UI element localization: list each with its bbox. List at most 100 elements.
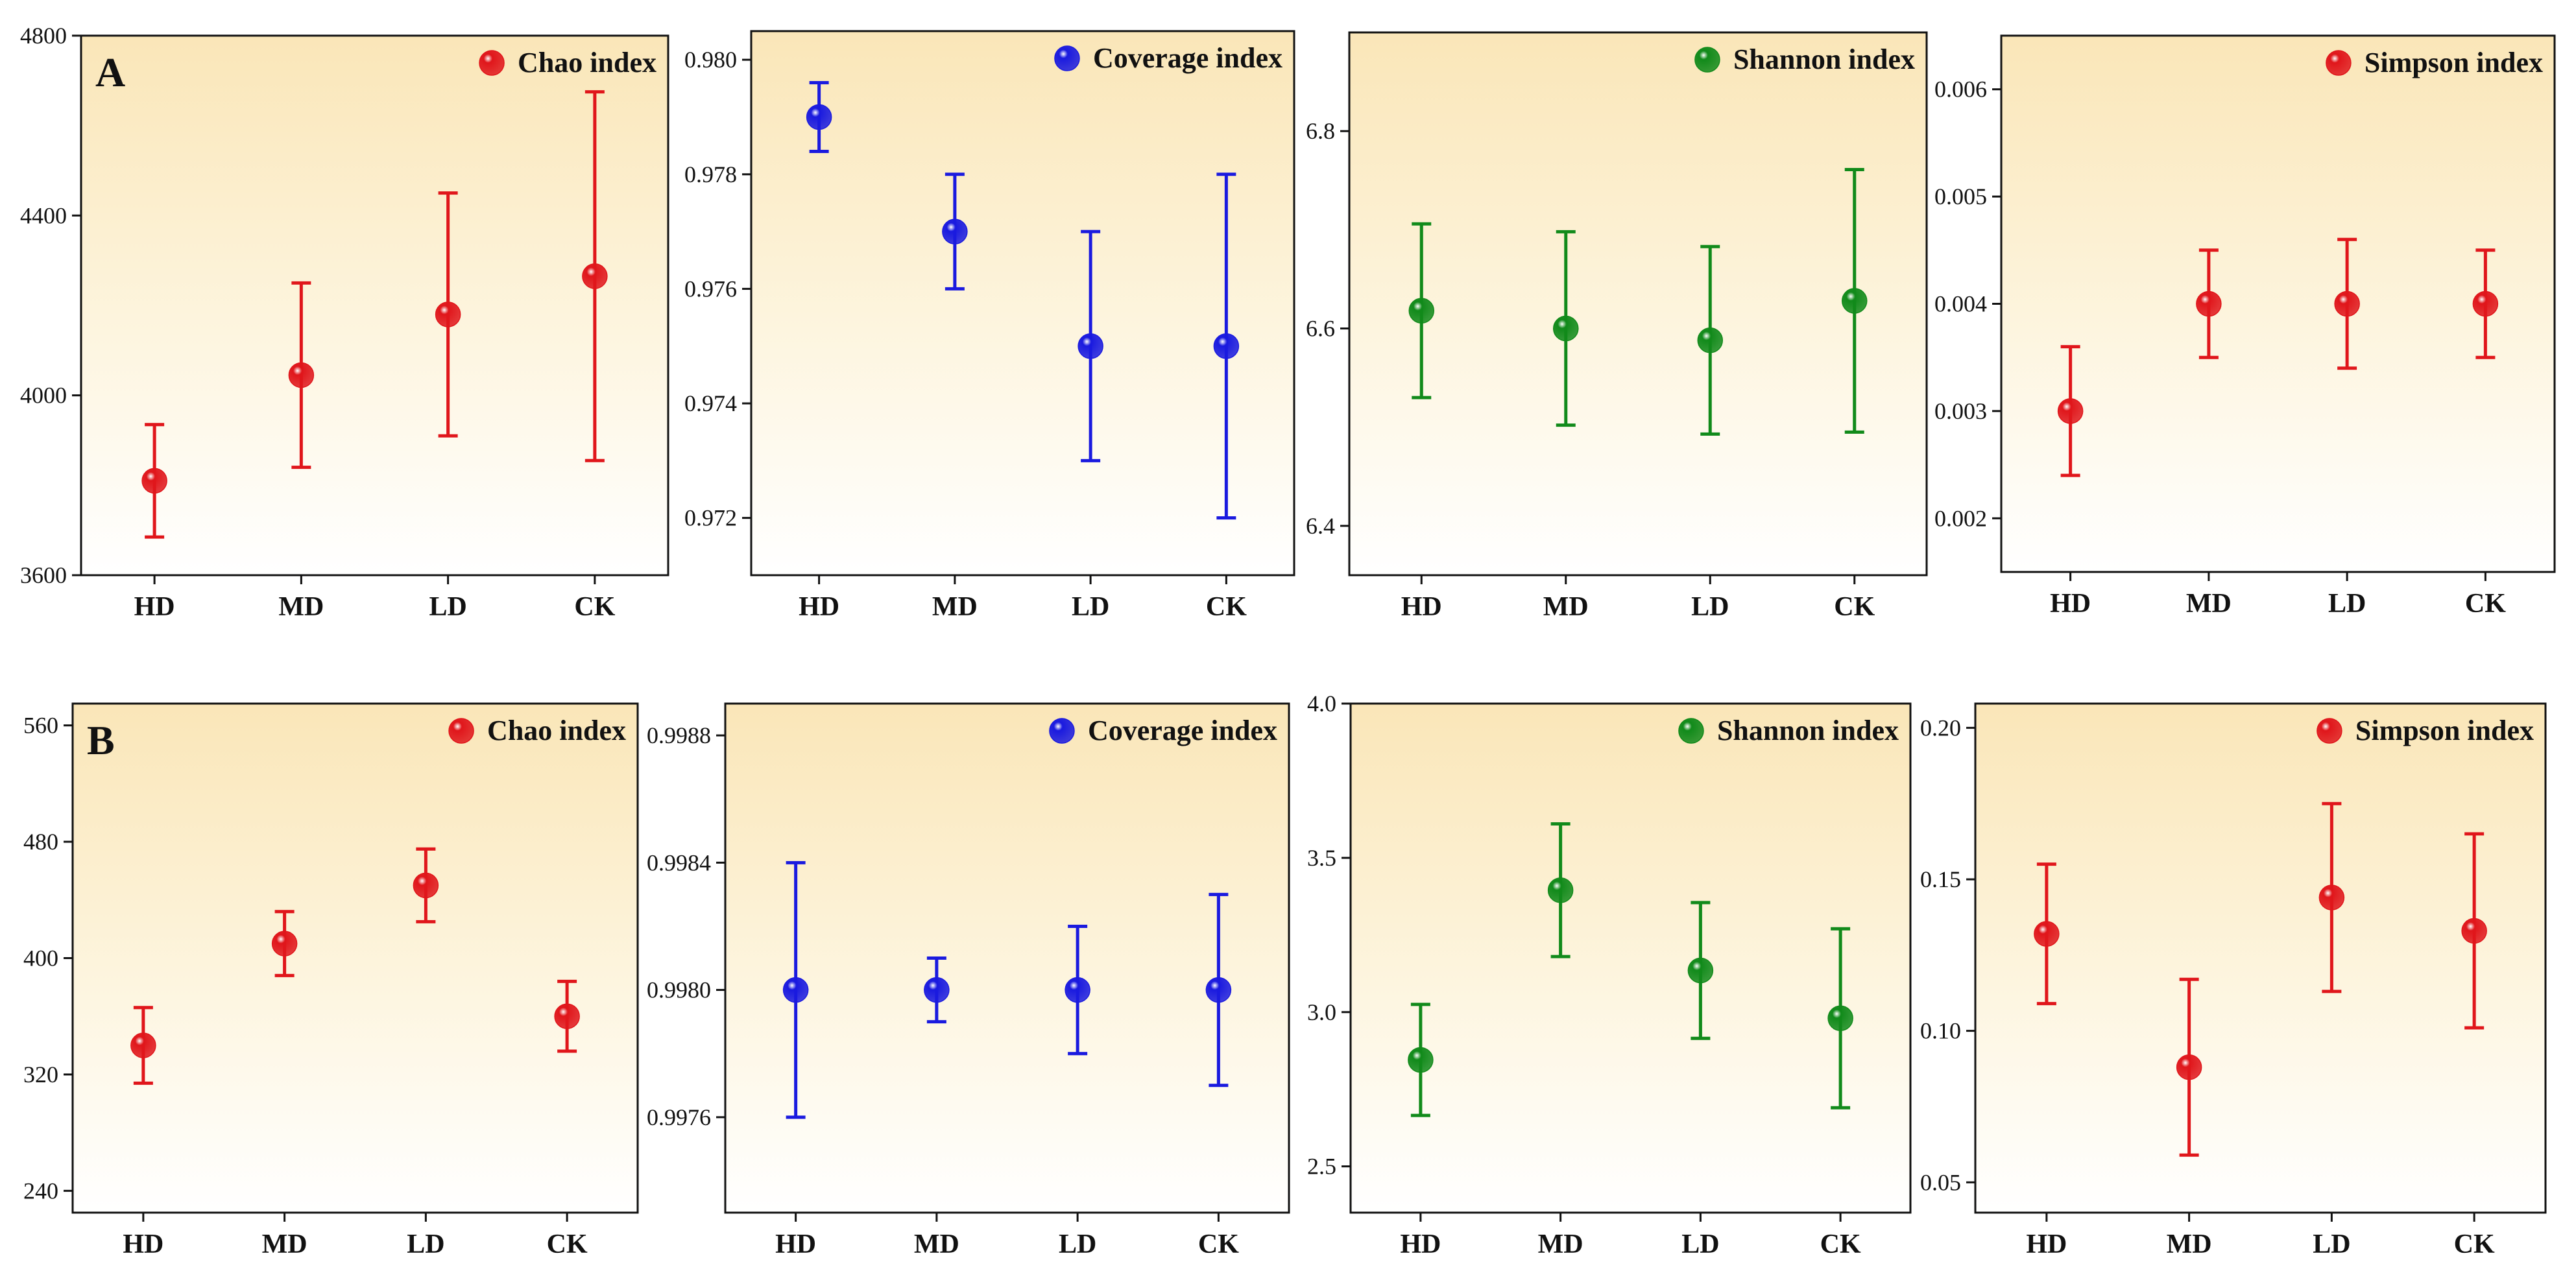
- x-tick-label: CK: [574, 592, 615, 622]
- legend-label: Simpson index: [2355, 715, 2534, 746]
- x-tick-label: HD: [775, 1229, 816, 1259]
- legend-marker: [1049, 718, 1075, 744]
- data-point: [1547, 877, 1574, 903]
- data-point: [1065, 977, 1090, 1003]
- y-tick-label: 0.004: [1934, 291, 1987, 317]
- x-tick-label: CK: [1820, 1229, 1861, 1259]
- legend-label: Chao index: [518, 47, 656, 78]
- x-tick-label: HD: [799, 592, 839, 622]
- data-point: [924, 977, 950, 1003]
- data-point: [782, 977, 809, 1003]
- data-point: [1827, 1005, 1853, 1032]
- data-point: [2034, 921, 2060, 947]
- data-point: [2334, 291, 2360, 317]
- y-tick-label: 4.0: [1307, 691, 1336, 717]
- y-tick-label: 6.6: [1306, 316, 1335, 342]
- y-tick-label: 3600: [20, 562, 67, 588]
- y-tick-label: 480: [23, 829, 58, 855]
- x-tick-label: MD: [262, 1229, 307, 1259]
- panel-letter: A: [95, 49, 125, 95]
- y-tick-label: 0.9976: [647, 1104, 711, 1130]
- data-point: [2196, 291, 2222, 317]
- legend-label: Coverage index: [1088, 715, 1277, 746]
- data-point: [130, 1032, 156, 1058]
- data-point: [1687, 957, 1714, 984]
- x-tick-label: MD: [2186, 589, 2232, 619]
- y-tick-label: 0.976: [684, 276, 737, 302]
- y-tick-label: 0.972: [684, 505, 737, 531]
- y-tick-label: 0.9980: [647, 977, 711, 1003]
- data-point: [1408, 298, 1434, 324]
- data-point: [942, 219, 968, 244]
- panel-2: 0.972 0.974 0.976 0.978 0.980 HD MD LD CK Coverag…: [684, 30, 1295, 622]
- plot-frame: [1974, 702, 2547, 1214]
- y-tick-label: 400: [23, 945, 58, 971]
- x-tick-label: HD: [2026, 1229, 2067, 1259]
- y-tick-label: 240: [23, 1178, 58, 1204]
- data-point: [271, 931, 298, 956]
- x-tick-label: CK: [547, 1229, 588, 1259]
- y-tick-label: 0.20: [1920, 715, 1961, 741]
- x-tick-label: LD: [2328, 589, 2366, 619]
- x-tick-label: CK: [1198, 1229, 1239, 1259]
- x-tick-label: HD: [134, 592, 175, 622]
- legend-marker: [448, 718, 474, 744]
- x-tick-label: CK: [2465, 589, 2506, 619]
- legend-marker: [1694, 47, 1720, 73]
- data-point: [2461, 918, 2487, 944]
- x-tick-label: LD: [2313, 1229, 2350, 1259]
- x-tick-label: LD: [1681, 1229, 1719, 1259]
- y-tick-label: 0.002: [1934, 505, 1987, 531]
- legend-marker: [479, 50, 505, 76]
- x-tick-label: LD: [1691, 592, 1729, 622]
- x-tick-label: CK: [1206, 592, 1247, 622]
- y-tick-label: 0.05: [1920, 1169, 1961, 1195]
- plot-background: [1351, 704, 1910, 1213]
- legend-marker: [2326, 50, 2352, 76]
- data-point: [288, 362, 315, 388]
- panel-8: 0.05 0.10 0.15 0.20 HD MD LD CK Simpson index: [1920, 702, 2547, 1259]
- x-tick-label: HD: [1400, 1229, 1441, 1259]
- legend-label: Simpson index: [2365, 47, 2543, 78]
- x-tick-label: MD: [1543, 592, 1589, 622]
- legend-label: Coverage index: [1093, 42, 1282, 74]
- plot-frame: [750, 30, 1295, 576]
- data-point: [1553, 315, 1579, 342]
- x-tick-label: LD: [407, 1229, 444, 1259]
- data-point: [2176, 1054, 2202, 1080]
- y-tick-label: 2.5: [1307, 1154, 1336, 1180]
- x-tick-label: LD: [429, 592, 466, 622]
- y-tick-label: 0.9984: [647, 849, 711, 875]
- y-tick-label: 6.8: [1306, 118, 1335, 144]
- y-tick-label: 0.978: [684, 161, 737, 187]
- legend-marker: [1678, 718, 1704, 744]
- panel-6: 0.9976 0.9980 0.9984 0.9988 HD MD LD CK Coverage…: [647, 702, 1290, 1259]
- y-tick-label: 0.974: [684, 390, 737, 416]
- data-point: [435, 302, 461, 327]
- x-tick-label: MD: [932, 592, 978, 622]
- plot-background: [751, 31, 1294, 575]
- data-point: [1842, 288, 1868, 314]
- panel-5: 240 320 400 480 560 HD MD LD CK Chao index B: [23, 702, 639, 1259]
- x-tick-label: LD: [1072, 592, 1109, 622]
- plot-frame: [1348, 31, 1928, 576]
- x-tick-label: CK: [1834, 592, 1875, 622]
- y-tick-label: 0.10: [1920, 1018, 1961, 1044]
- y-tick-label: 4400: [20, 202, 67, 228]
- data-point: [2472, 291, 2499, 317]
- data-point: [806, 104, 832, 130]
- y-tick-label: 320: [23, 1062, 58, 1087]
- y-tick-label: 4800: [20, 23, 67, 49]
- legend-marker: [2317, 718, 2342, 744]
- y-tick-label: 0.005: [1934, 184, 1987, 209]
- y-tick-label: 0.006: [1934, 77, 1987, 102]
- data-point: [2057, 398, 2084, 424]
- x-tick-label: HD: [2050, 589, 2091, 619]
- y-tick-label: 4000: [20, 383, 67, 409]
- legend-label: Chao index: [487, 715, 626, 746]
- x-tick-label: HD: [1401, 592, 1442, 622]
- x-tick-label: MD: [2167, 1229, 2212, 1259]
- data-point: [554, 1003, 580, 1029]
- data-point: [582, 263, 608, 289]
- plot-frame: [1349, 702, 1912, 1214]
